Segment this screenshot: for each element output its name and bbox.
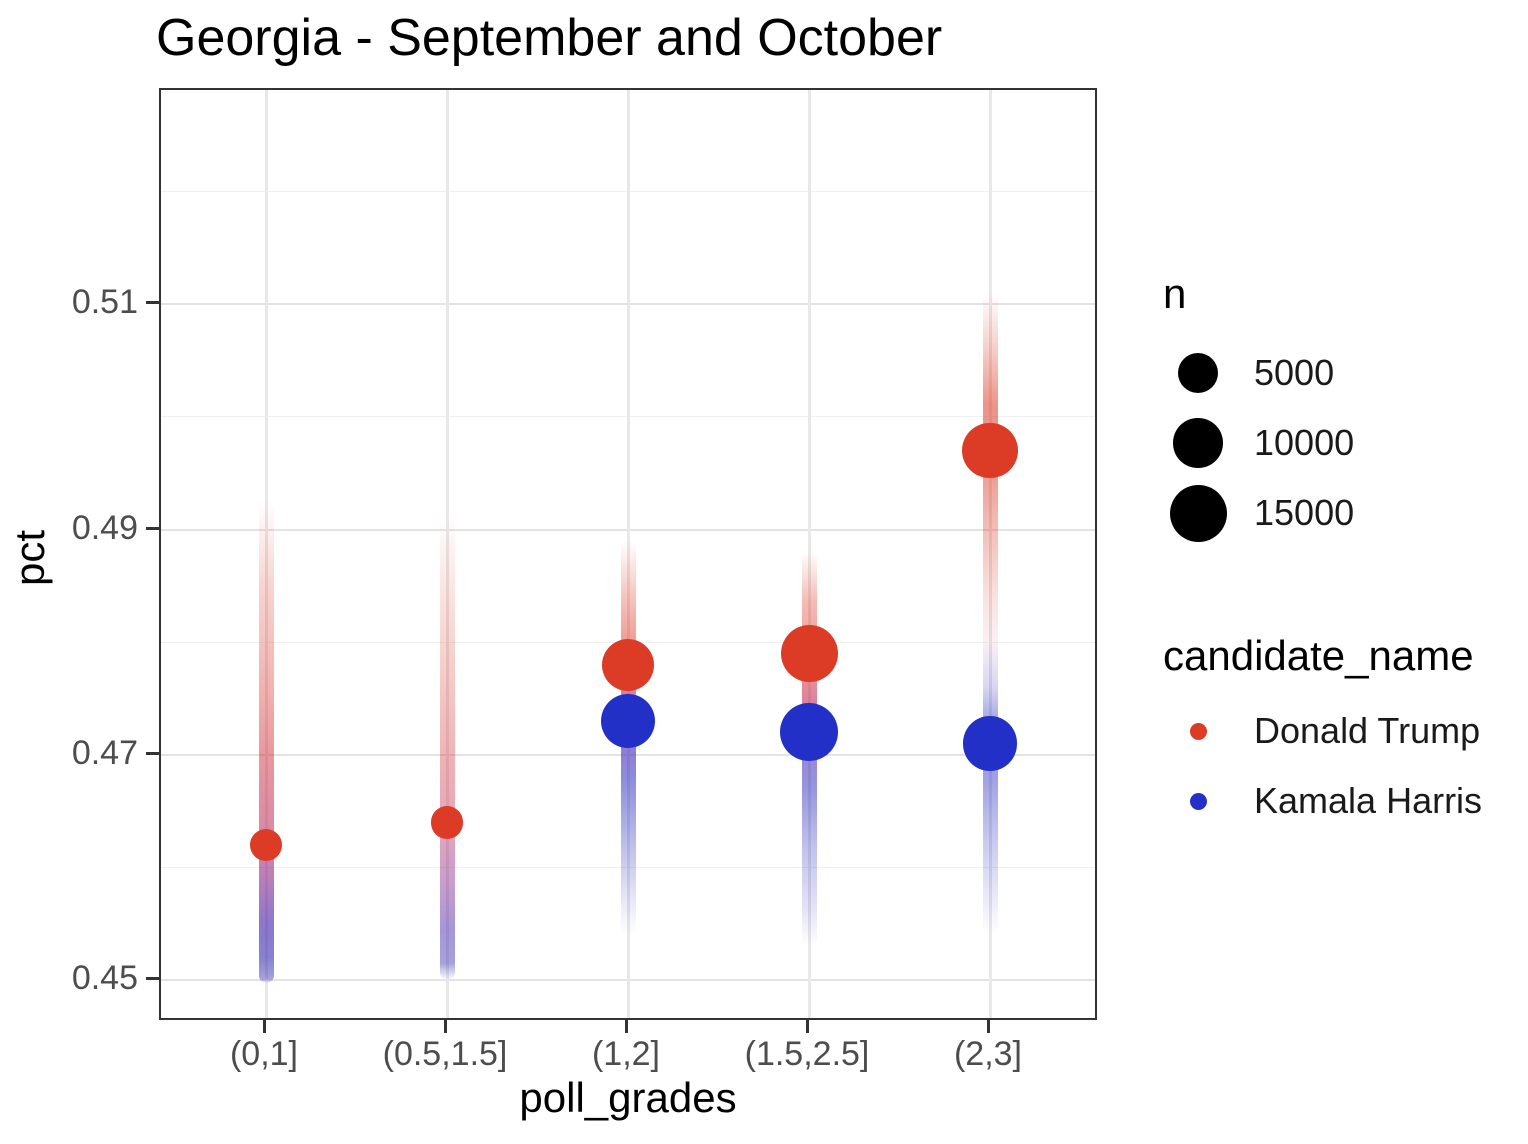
size-legend-label: 5000 (1254, 352, 1335, 393)
y-tick-label: 0.45 (71, 959, 138, 998)
x-tick-mark (986, 1020, 990, 1033)
data-point-donald-trump (962, 423, 1018, 479)
y-tick-mark (146, 751, 159, 755)
data-point-donald-trump (250, 829, 282, 861)
x-tick-label: (1.5,2.5] (744, 1035, 870, 1073)
x-tick-label: (2,3] (953, 1035, 1023, 1073)
x-axis-title: poll_grades (519, 1074, 737, 1121)
y-tick-label: 0.47 (71, 733, 138, 772)
color-legend-swatch-donald-trump (1189, 722, 1207, 740)
y-tick-label: 0.51 (71, 283, 138, 322)
data-point-donald-trump (602, 638, 654, 691)
size-legend-circle (1178, 353, 1218, 393)
plot-panel (159, 88, 1097, 1020)
y-axis-title: pct (6, 529, 53, 587)
data-point-kamala-harris (600, 693, 656, 749)
raw-poll-band (982, 292, 998, 936)
color-legend-label-donald-trump: Donald Trump (1254, 710, 1481, 751)
x-tick-label: (1,2] (591, 1035, 661, 1073)
chart-title: Georgia - September and October (156, 9, 943, 67)
color-legend-label-kamala-harris: Kamala Harris (1254, 780, 1483, 821)
raw-poll-band (258, 501, 274, 983)
x-tick-mark (624, 1020, 628, 1033)
size-legend-label: 15000 (1254, 492, 1355, 533)
color-legend-title: candidate_name (1163, 632, 1474, 679)
size-legend-circle (1169, 484, 1227, 542)
y-tick-mark (146, 301, 159, 305)
size-legend-title: n (1163, 270, 1187, 317)
data-point-donald-trump (430, 806, 464, 839)
x-tick-label: (0,1] (229, 1035, 299, 1073)
data-point-kamala-harris (780, 703, 838, 762)
x-tick-mark (805, 1020, 809, 1033)
x-tick-mark (443, 1020, 447, 1033)
size-legend-label: 10000 (1254, 422, 1355, 463)
x-tick-mark (262, 1020, 266, 1033)
x-tick-label: (0.5,1.5] (382, 1035, 508, 1073)
size-legend-circle (1173, 418, 1223, 468)
y-tick-label: 0.49 (71, 508, 138, 547)
raw-poll-band (439, 512, 455, 981)
data-point-kamala-harris (962, 716, 1018, 771)
y-tick-mark (146, 977, 159, 981)
data-point-donald-trump (780, 624, 838, 682)
color-legend-swatch-kamala-harris (1189, 792, 1207, 810)
y-tick-mark (146, 526, 159, 530)
